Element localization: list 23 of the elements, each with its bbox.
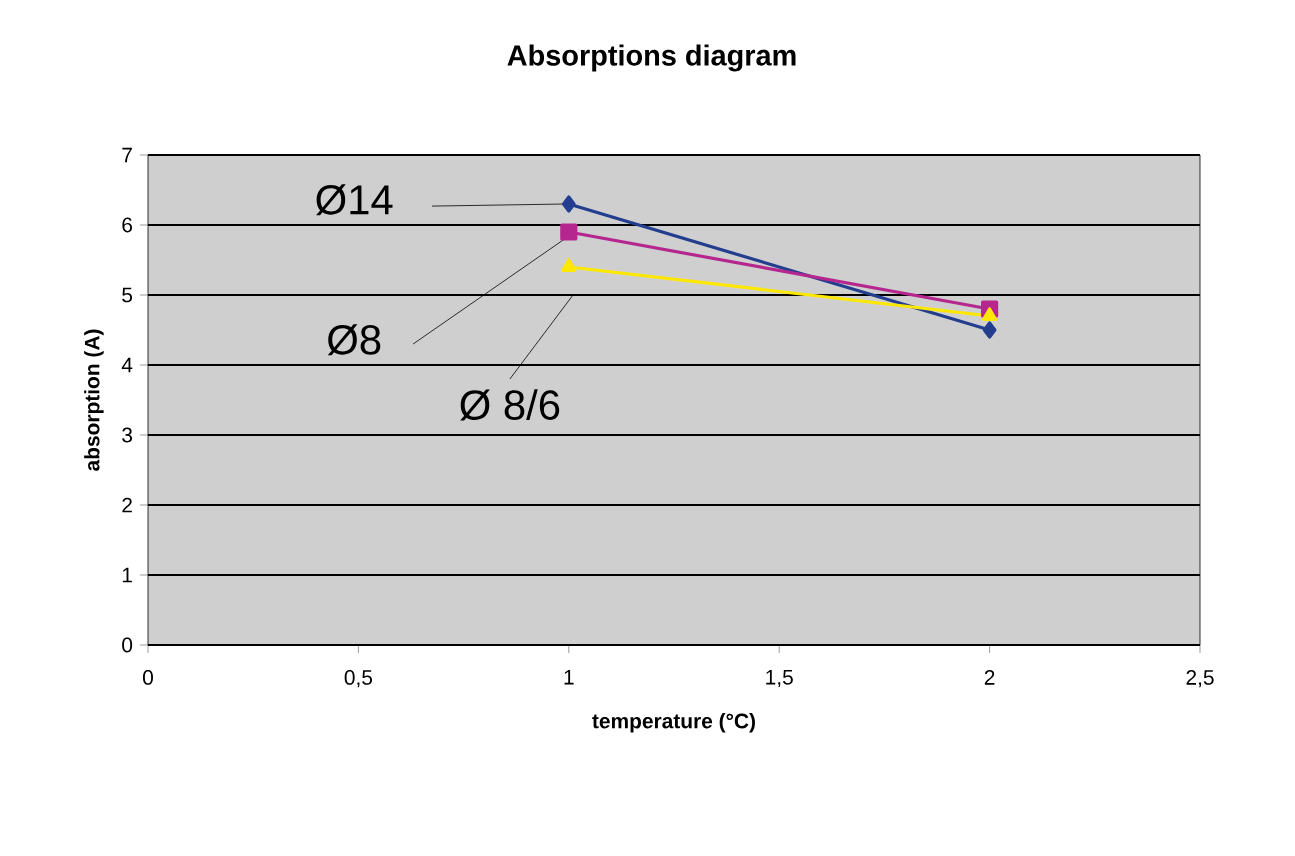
y-tick-label: 1 [122, 567, 132, 583]
y-tick-label: 3 [122, 427, 133, 443]
text: Ø8 [327, 324, 381, 356]
x-tick-label: 0,5 [344, 670, 373, 688]
x-tick-label: 1 [564, 670, 574, 685]
text: Ø 8/6 [460, 389, 560, 421]
point [560, 223, 578, 241]
y-tick-label: 5 [122, 287, 133, 303]
x-tick-label: 2 [984, 670, 995, 685]
x-tick-label: 0 [142, 670, 153, 685]
y-axis-title: absorption (A) [84, 329, 104, 471]
y-tick-label: 2 [122, 497, 132, 513]
y-tick-label: 7 [122, 147, 132, 163]
point [982, 321, 997, 339]
x-tick-label: 2,5 [1186, 670, 1214, 688]
x-tick-label: 1,5 [766, 670, 793, 688]
y-tick-label: 4 [121, 357, 133, 373]
point [561, 195, 576, 213]
x-axis-title: temperature (°C) [592, 713, 755, 733]
y-tick-label: 0 [122, 637, 133, 653]
chart-title: Absorptions diagram [507, 44, 796, 72]
text: Ø14 [316, 184, 393, 216]
y-tick-label: 6 [122, 217, 133, 233]
